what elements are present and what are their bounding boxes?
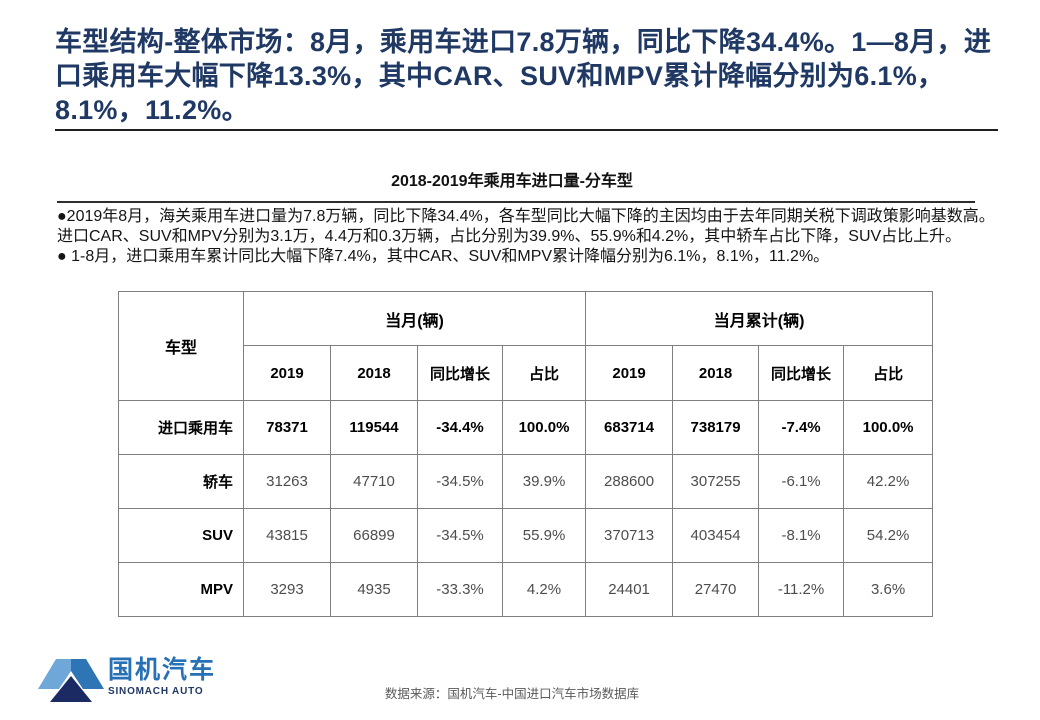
cell-value: -11.2% (758, 562, 845, 617)
cell-value: 683714 (585, 400, 674, 455)
cell-value: 4935 (330, 562, 418, 617)
cell-value: 307255 (672, 454, 760, 509)
cell-value: -33.3% (417, 562, 503, 617)
sinomach-logo-icon (38, 659, 104, 702)
cell-value: -7.4% (758, 400, 845, 455)
table-row-suv: SUV 43815 66899 -34.5% 55.9% 370713 4034… (118, 508, 934, 563)
slide-title-line-3: 8.1%，11.2%。 (55, 95, 249, 125)
cell-value: 54.2% (843, 508, 934, 563)
bullet-list: ●2019年8月，海关乘用车进口量为7.8万辆，同比下降34.4%，各车型同比大… (57, 207, 1022, 267)
cell-value: 3293 (243, 562, 331, 617)
table-corner-header: 车型 (118, 291, 244, 401)
sub-header-2019-cumulative: 2019 (585, 345, 674, 401)
cell-value: 31263 (243, 454, 331, 509)
brand-name-en: SINOMACH AUTO (108, 686, 204, 697)
cell-value: 100.0% (501, 400, 587, 455)
sub-header-2018-cumulative: 2018 (672, 345, 760, 401)
title-underline (55, 129, 998, 131)
sub-header-yoy-cumulative: 同比增长 (758, 345, 845, 401)
cell-value: 403454 (672, 508, 760, 563)
cell-value: -34.5% (417, 454, 503, 509)
cell-value: -8.1% (758, 508, 845, 563)
table-row-total-imports: 进口乘用车 78371 119544 -34.4% 100.0% 683714 … (118, 400, 934, 455)
group-header-current-month: 当月(辆) (242, 291, 587, 346)
cell-value: 738179 (672, 400, 760, 455)
row-label-total-imports: 进口乘用车 (118, 400, 244, 455)
sub-header-2018-month: 2018 (330, 345, 418, 401)
brand-block: 国机汽车 SINOMACH AUTO (108, 656, 217, 698)
brand-name-cn: 国机汽车 (108, 656, 217, 684)
cell-value: 3.6% (843, 562, 934, 617)
cell-value: 288600 (585, 454, 674, 509)
sub-header-share-month: 占比 (501, 345, 587, 401)
bullet-line-2: 进口CAR、SUV和MPV分别为3.1万，4.4万和0.3万辆，占比分别为39.… (57, 228, 962, 245)
cell-value: -6.1% (758, 454, 845, 509)
row-label-sedan: 轿车 (118, 454, 244, 509)
slide-title-line-1: 车型结构-整体市场：8月，乘用车进口7.8万辆，同比下降34.4%。1—8月，进 (55, 27, 992, 57)
cell-value: 24401 (585, 562, 674, 617)
group-header-cumulative: 当月累计(辆) (585, 291, 934, 346)
cell-value: 47710 (330, 454, 418, 509)
cell-value: -34.5% (417, 508, 503, 563)
row-label-suv: SUV (118, 508, 244, 563)
cell-value: 55.9% (501, 508, 587, 563)
slide-title-line-2: 口乘用车大幅下降13.3%，其中CAR、SUV和MPV累计降幅分别为6.1%， (55, 61, 945, 91)
cell-value: 78371 (243, 400, 331, 455)
cell-value: 119544 (330, 400, 418, 455)
table-sub-header-row: 2019 2018 同比增长 占比 2019 2018 同比增长 占比 (119, 345, 934, 401)
table-row-sedan: 轿车 31263 47710 -34.5% 39.9% 288600 30725… (118, 454, 934, 509)
section-title: 2018-2019年乘用车进口量-分车型 (391, 173, 633, 190)
data-source-note: 数据来源：国机汽车-中国进口汽车市场数据库 (384, 687, 640, 701)
sub-header-2019-month: 2019 (243, 345, 331, 401)
cell-value: 100.0% (843, 400, 934, 455)
cell-value: 4.2% (501, 562, 587, 617)
cell-value: 39.9% (501, 454, 587, 509)
cell-value: 66899 (330, 508, 418, 563)
table-group-header-row: 车型 当月(辆) 当月累计(辆) (118, 291, 934, 401)
cell-value: 370713 (585, 508, 674, 563)
row-label-mpv: MPV (118, 562, 244, 617)
sub-header-yoy-month: 同比增长 (417, 345, 503, 401)
sub-header-share-cumulative: 占比 (843, 345, 934, 401)
cell-value: -34.4% (417, 400, 503, 455)
section-underline (57, 201, 975, 203)
bullet-line-1: ●2019年8月，海关乘用车进口量为7.8万辆，同比下降34.4%，各车型同比大… (57, 208, 995, 225)
cell-value: 43815 (243, 508, 331, 563)
bullet-line-3: ● 1-8月，进口乘用车累计同比大幅下降7.4%，其中CAR、SUV和MPV累计… (57, 248, 830, 265)
cell-value: 42.2% (843, 454, 934, 509)
import-volume-table: 车型 当月(辆) 当月累计(辆) 2019 2018 同比增长 占比 2019 … (118, 291, 934, 617)
cell-value: 27470 (672, 562, 760, 617)
table-row-mpv: MPV 3293 4935 -33.3% 4.2% 24401 27470 -1… (118, 562, 934, 617)
slide-title: 车型结构-整体市场：8月，乘用车进口7.8万辆，同比下降34.4%。1—8月，进… (55, 25, 1015, 127)
